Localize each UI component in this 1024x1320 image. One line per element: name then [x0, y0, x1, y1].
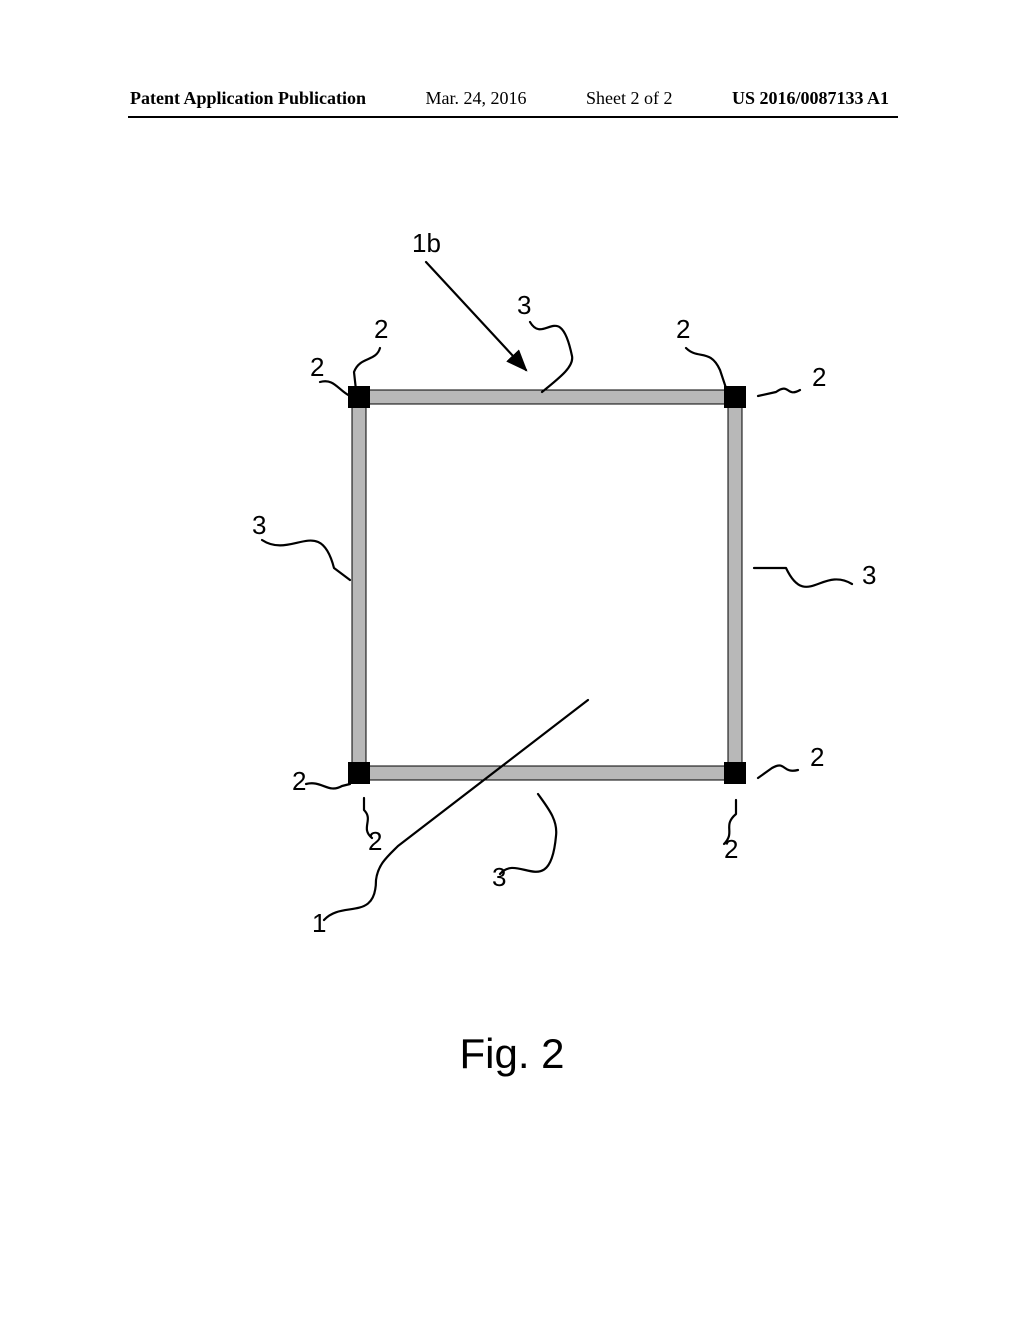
publication-label: Patent Application Publication — [130, 88, 366, 109]
leader-3-bot-s — [500, 794, 556, 874]
label-3-right: 3 — [862, 560, 876, 590]
leader-3-right-s — [754, 568, 852, 587]
label-2-topRR: 2 — [812, 362, 826, 392]
label-2-botRR: 2 — [724, 834, 738, 864]
label-3-top: 3 — [517, 290, 531, 320]
leader-2-botL-s — [306, 783, 350, 788]
leader-2-topRR-s — [758, 389, 800, 396]
label-2-topLL: 2 — [310, 352, 324, 382]
page: Patent Application Publication Mar. 24, … — [0, 0, 1024, 1320]
label-2-botLL: 2 — [368, 826, 382, 856]
leader-2-topR-s — [686, 348, 726, 388]
page-header: Patent Application Publication Mar. 24, … — [0, 88, 1024, 109]
figure-2: 1b 3 2 2 2 2 3 3 2 2 2 2 3 1 — [0, 180, 1024, 1110]
figure-caption: Fig. 2 — [0, 1030, 1024, 1078]
leader-2-topL-s — [354, 348, 380, 390]
label-3-bot: 3 — [492, 862, 506, 892]
leader-1b-arrow — [426, 262, 526, 370]
label-1: 1 — [312, 908, 326, 938]
leader-3-top-s — [530, 322, 572, 392]
label-2-botR: 2 — [810, 742, 824, 772]
figure-svg: 1b 3 2 2 2 2 3 3 2 2 2 2 3 1 — [142, 180, 882, 960]
label-3-left: 3 — [252, 510, 266, 540]
sheet-number: Sheet 2 of 2 — [586, 88, 672, 109]
publication-number: US 2016/0087133 A1 — [732, 88, 889, 109]
label-2-topR: 2 — [676, 314, 690, 344]
label-2-botL: 2 — [292, 766, 306, 796]
publication-date: Mar. 24, 2016 — [426, 88, 527, 109]
leader-2-topLL-s — [320, 381, 350, 396]
label-1b: 1b — [412, 228, 441, 258]
leader-2-botR-s — [758, 765, 798, 778]
leader-3-left-s — [262, 540, 350, 580]
label-2-topL: 2 — [374, 314, 388, 344]
header-rule — [128, 116, 898, 118]
